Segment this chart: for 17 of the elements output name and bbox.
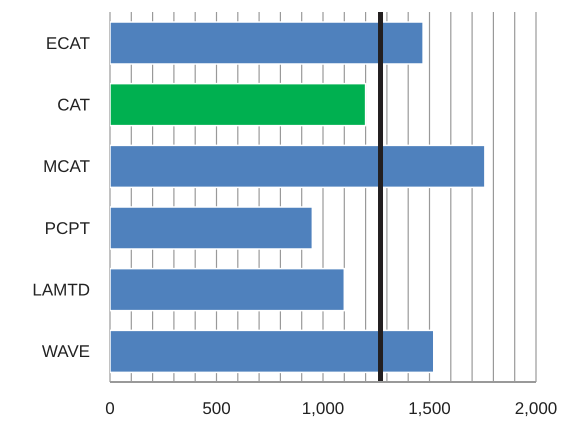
x-tick-label: 500	[202, 399, 231, 418]
bar	[110, 268, 346, 312]
bar	[110, 82, 366, 126]
bar	[110, 330, 435, 374]
y-tick-label: WAVE	[42, 342, 90, 362]
y-tick-label: CAT	[57, 96, 90, 115]
bar	[110, 21, 424, 65]
x-tick-label: 2,000	[514, 399, 558, 418]
bar	[110, 206, 314, 250]
x-tick-label: 1,500	[408, 399, 451, 418]
y-tick-label: LAMTD	[32, 280, 90, 300]
y-tick-label: MCAT	[43, 157, 90, 176]
bar	[110, 144, 486, 188]
x-tick-label: 1,000	[302, 399, 344, 418]
x-tick-label: 0	[105, 399, 115, 418]
y-tick-label: PCPT	[44, 218, 90, 238]
y-tick-label: ECAT	[46, 34, 90, 53]
